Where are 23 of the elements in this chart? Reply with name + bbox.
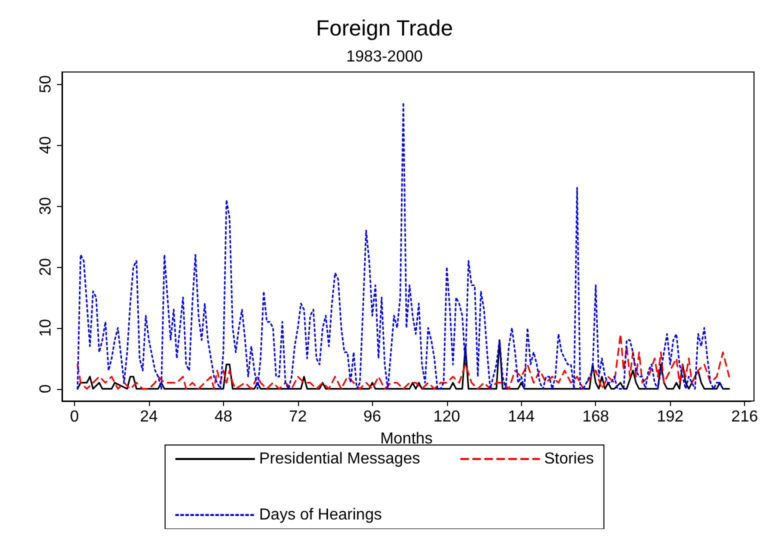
- chart-subtitle: 1983-2000: [346, 48, 423, 66]
- x-tick-label: 0: [70, 408, 79, 426]
- legend-label: Days of Hearings: [259, 506, 382, 524]
- legend-label: Presidential Messages: [259, 450, 420, 468]
- x-tick-label: 192: [656, 408, 684, 426]
- x-tick-label: 24: [140, 408, 158, 426]
- y-tick-label: 10: [38, 318, 54, 337]
- y-tick-label: 30: [38, 197, 54, 215]
- x-tick-label: 72: [288, 408, 307, 426]
- y-tick-label: 50: [38, 75, 54, 94]
- y-tick-label: 40: [38, 136, 54, 154]
- x-tick-label: 144: [508, 408, 535, 426]
- line-series: [76, 102, 724, 390]
- x-axis-title: Months: [380, 430, 433, 448]
- y-tick-label: 0: [38, 384, 54, 394]
- x-tick-label: 216: [731, 408, 758, 426]
- x-tick-label: 48: [214, 408, 232, 426]
- chart-title: Foreign Trade: [316, 16, 453, 40]
- x-tick-label: 96: [363, 408, 382, 426]
- x-tick-label: 120: [433, 408, 460, 426]
- legend-label: Stories: [544, 450, 594, 468]
- x-tick-label: 168: [582, 408, 610, 426]
- y-tick-label: 20: [38, 258, 54, 276]
